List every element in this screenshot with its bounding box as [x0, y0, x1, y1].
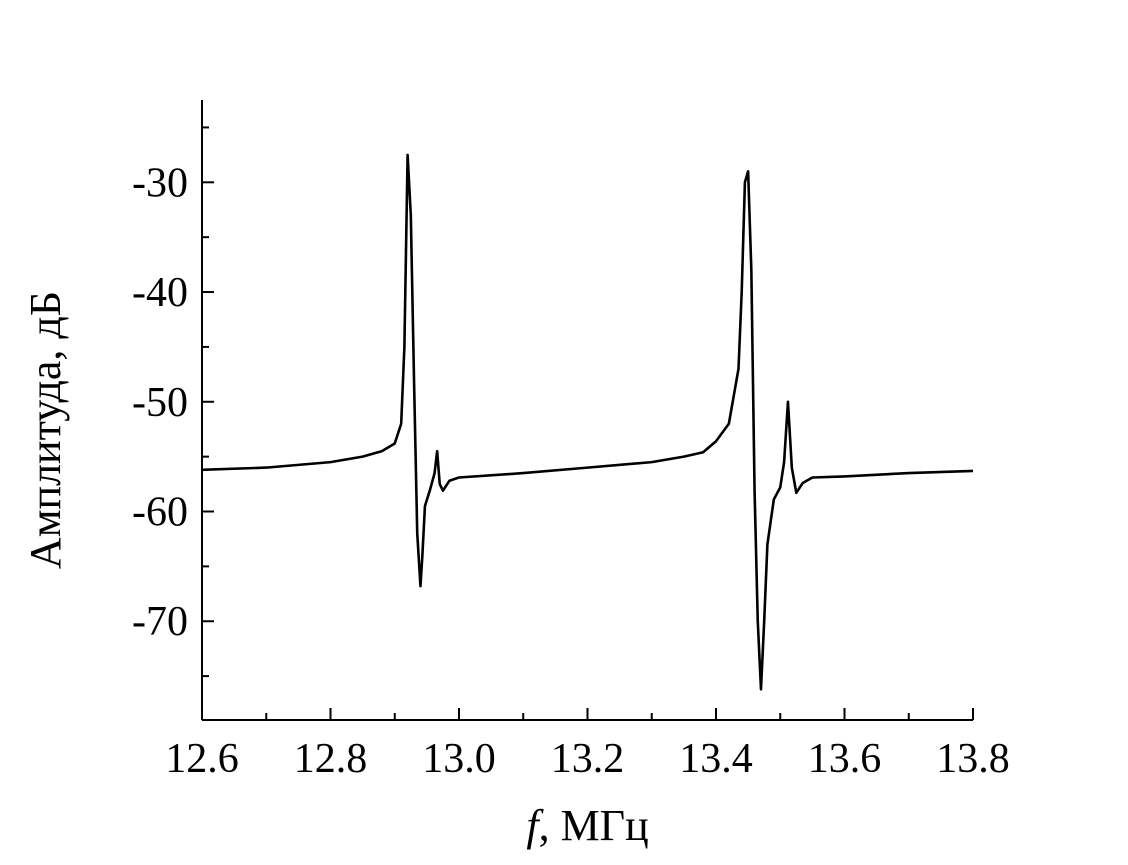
- x-tick-label: 13.2: [551, 736, 625, 782]
- series-line: [201, 153, 974, 691]
- x-tick-labels: 12.6 12.8 13.0 13.2 13.4 13.6 13.8: [165, 736, 1010, 782]
- y-tick-label: -30: [132, 160, 188, 206]
- x-tick-label: 13.4: [679, 736, 753, 782]
- y-tick-label: -70: [132, 599, 188, 645]
- y-minor-ticks: [202, 126, 209, 678]
- y-axis-title: Амплитуда, дБ: [21, 291, 70, 569]
- y-tick-labels: -30 -40 -50 -60 -70: [132, 160, 188, 645]
- x-tick-label: 13.0: [422, 736, 496, 782]
- x-axis-title-unit: , МГц: [539, 801, 649, 850]
- x-minor-ticks: [265, 713, 910, 720]
- x-axis-title: f, МГц: [526, 801, 648, 850]
- x-tick-label: 12.8: [294, 736, 368, 782]
- y-tick-label: -40: [132, 270, 188, 316]
- x-major-ticks: [201, 708, 974, 720]
- y-tick-label: -60: [132, 490, 188, 536]
- y-tick-label: -50: [132, 380, 188, 426]
- series-group: [201, 153, 974, 691]
- x-tick-label: 13.8: [936, 736, 1010, 782]
- y-major-ticks: [202, 181, 214, 623]
- x-tick-label: 12.6: [165, 736, 239, 782]
- x-tick-label: 13.6: [808, 736, 882, 782]
